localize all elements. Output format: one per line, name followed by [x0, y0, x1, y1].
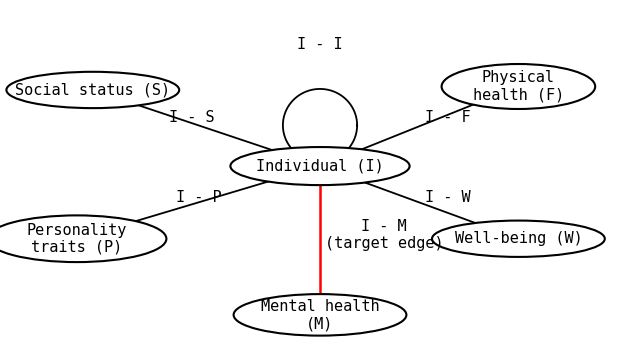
- Ellipse shape: [0, 215, 166, 262]
- Ellipse shape: [234, 294, 406, 336]
- Text: I - W: I - W: [425, 190, 471, 205]
- Ellipse shape: [442, 64, 595, 109]
- Text: I - P: I - P: [175, 190, 221, 205]
- Text: Personality
traits (P): Personality traits (P): [27, 222, 127, 255]
- Text: Well-being (W): Well-being (W): [454, 231, 582, 246]
- Text: Individual (I): Individual (I): [256, 158, 384, 174]
- Ellipse shape: [6, 72, 179, 108]
- Text: I - F: I - F: [425, 110, 471, 125]
- Ellipse shape: [230, 147, 410, 185]
- Text: Physical
health (F): Physical health (F): [473, 70, 564, 103]
- Text: I - I: I - I: [297, 37, 343, 53]
- Text: I - S: I - S: [169, 110, 215, 125]
- Ellipse shape: [432, 221, 605, 257]
- Text: I - M
(target edge): I - M (target edge): [324, 219, 444, 252]
- Text: Social status (S): Social status (S): [15, 82, 170, 98]
- Text: Mental health
(M): Mental health (M): [260, 299, 380, 331]
